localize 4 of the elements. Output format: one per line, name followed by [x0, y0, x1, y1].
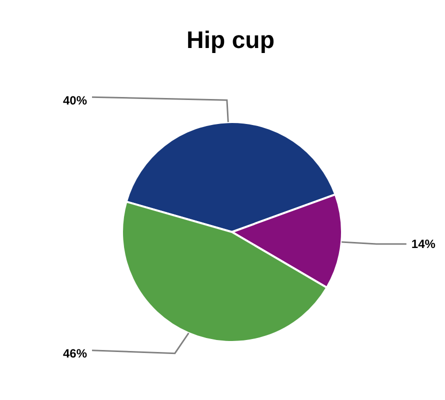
data-label: 40% [62, 93, 88, 108]
chart-title: Hip cup [186, 27, 274, 54]
data-label: 14% [411, 237, 436, 252]
data-label: 46% [62, 346, 88, 361]
